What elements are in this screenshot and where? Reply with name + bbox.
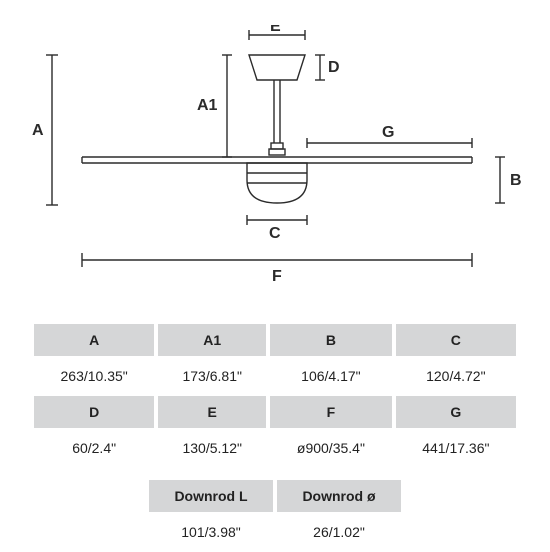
value-downrod-l: 101/3.98" [149,516,273,548]
spec-table-1: A A1 B C 263/10.35" 173/6.81" 106/4.17" … [30,320,520,468]
value-E: 130/5.12" [158,432,266,464]
spec-tables: A A1 B C 263/10.35" 173/6.81" 106/4.17" … [30,320,520,552]
value-downrod-d: 26/1.02" [277,516,401,548]
fan-dimension-diagram: A E D A1 C [22,25,532,295]
value-A: 263/10.35" [34,360,154,392]
header-A1: A1 [158,324,266,356]
label-F: F [272,268,282,285]
label-G: G [382,124,394,141]
header-F: F [270,396,392,428]
label-A: A [32,122,44,139]
label-B: B [510,172,522,189]
value-B: 106/4.17" [270,360,392,392]
header-A: A [34,324,154,356]
label-A1: A1 [197,97,218,114]
label-C: C [269,225,281,242]
value-C: 120/4.72" [396,360,516,392]
header-downrod-l: Downrod L [149,480,273,512]
value-G: 441/17.36" [396,432,516,464]
header-B: B [270,324,392,356]
value-F: ø900/35.4" [270,432,392,464]
value-D: 60/2.4" [34,432,154,464]
header-D: D [34,396,154,428]
header-C: C [396,324,516,356]
spec-table-2: Downrod L Downrod ø 101/3.98" 26/1.02" [145,476,405,552]
header-E: E [158,396,266,428]
value-A1: 173/6.81" [158,360,266,392]
header-G: G [396,396,516,428]
label-E: E [270,25,281,35]
header-downrod-d: Downrod ø [277,480,401,512]
label-D: D [328,59,340,76]
